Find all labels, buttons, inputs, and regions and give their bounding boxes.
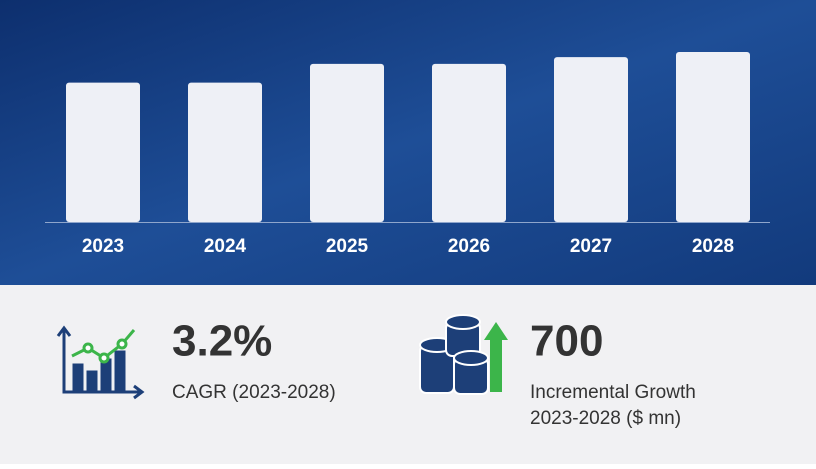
cagr-icon	[56, 325, 145, 400]
kpi-label: Incremental Growth	[530, 382, 696, 403]
x-tick-label: 2025	[326, 236, 369, 257]
kpi-label: CAGR (2023-2028)	[172, 382, 336, 403]
x-tick-label: 2023	[82, 236, 124, 257]
kpi-sublabel: 2023-2028 ($ mn)	[530, 408, 681, 429]
kpi-background	[0, 285, 816, 464]
x-tick-label: 2024	[204, 236, 247, 257]
bar	[310, 63, 384, 223]
bars: 2023 2024 2025 2026 2027 2028	[66, 52, 750, 257]
x-tick-label: 2027	[570, 236, 612, 257]
bar	[66, 82, 140, 222]
x-tick-label: 2028	[692, 236, 734, 257]
bar	[188, 82, 262, 222]
kpi-value: 3.2%	[172, 317, 272, 366]
bar	[676, 52, 750, 222]
bar	[432, 63, 506, 223]
coins-icon	[419, 314, 508, 395]
x-tick-label: 2026	[448, 236, 490, 257]
kpi-value: 700	[530, 317, 603, 366]
bar	[554, 57, 628, 222]
